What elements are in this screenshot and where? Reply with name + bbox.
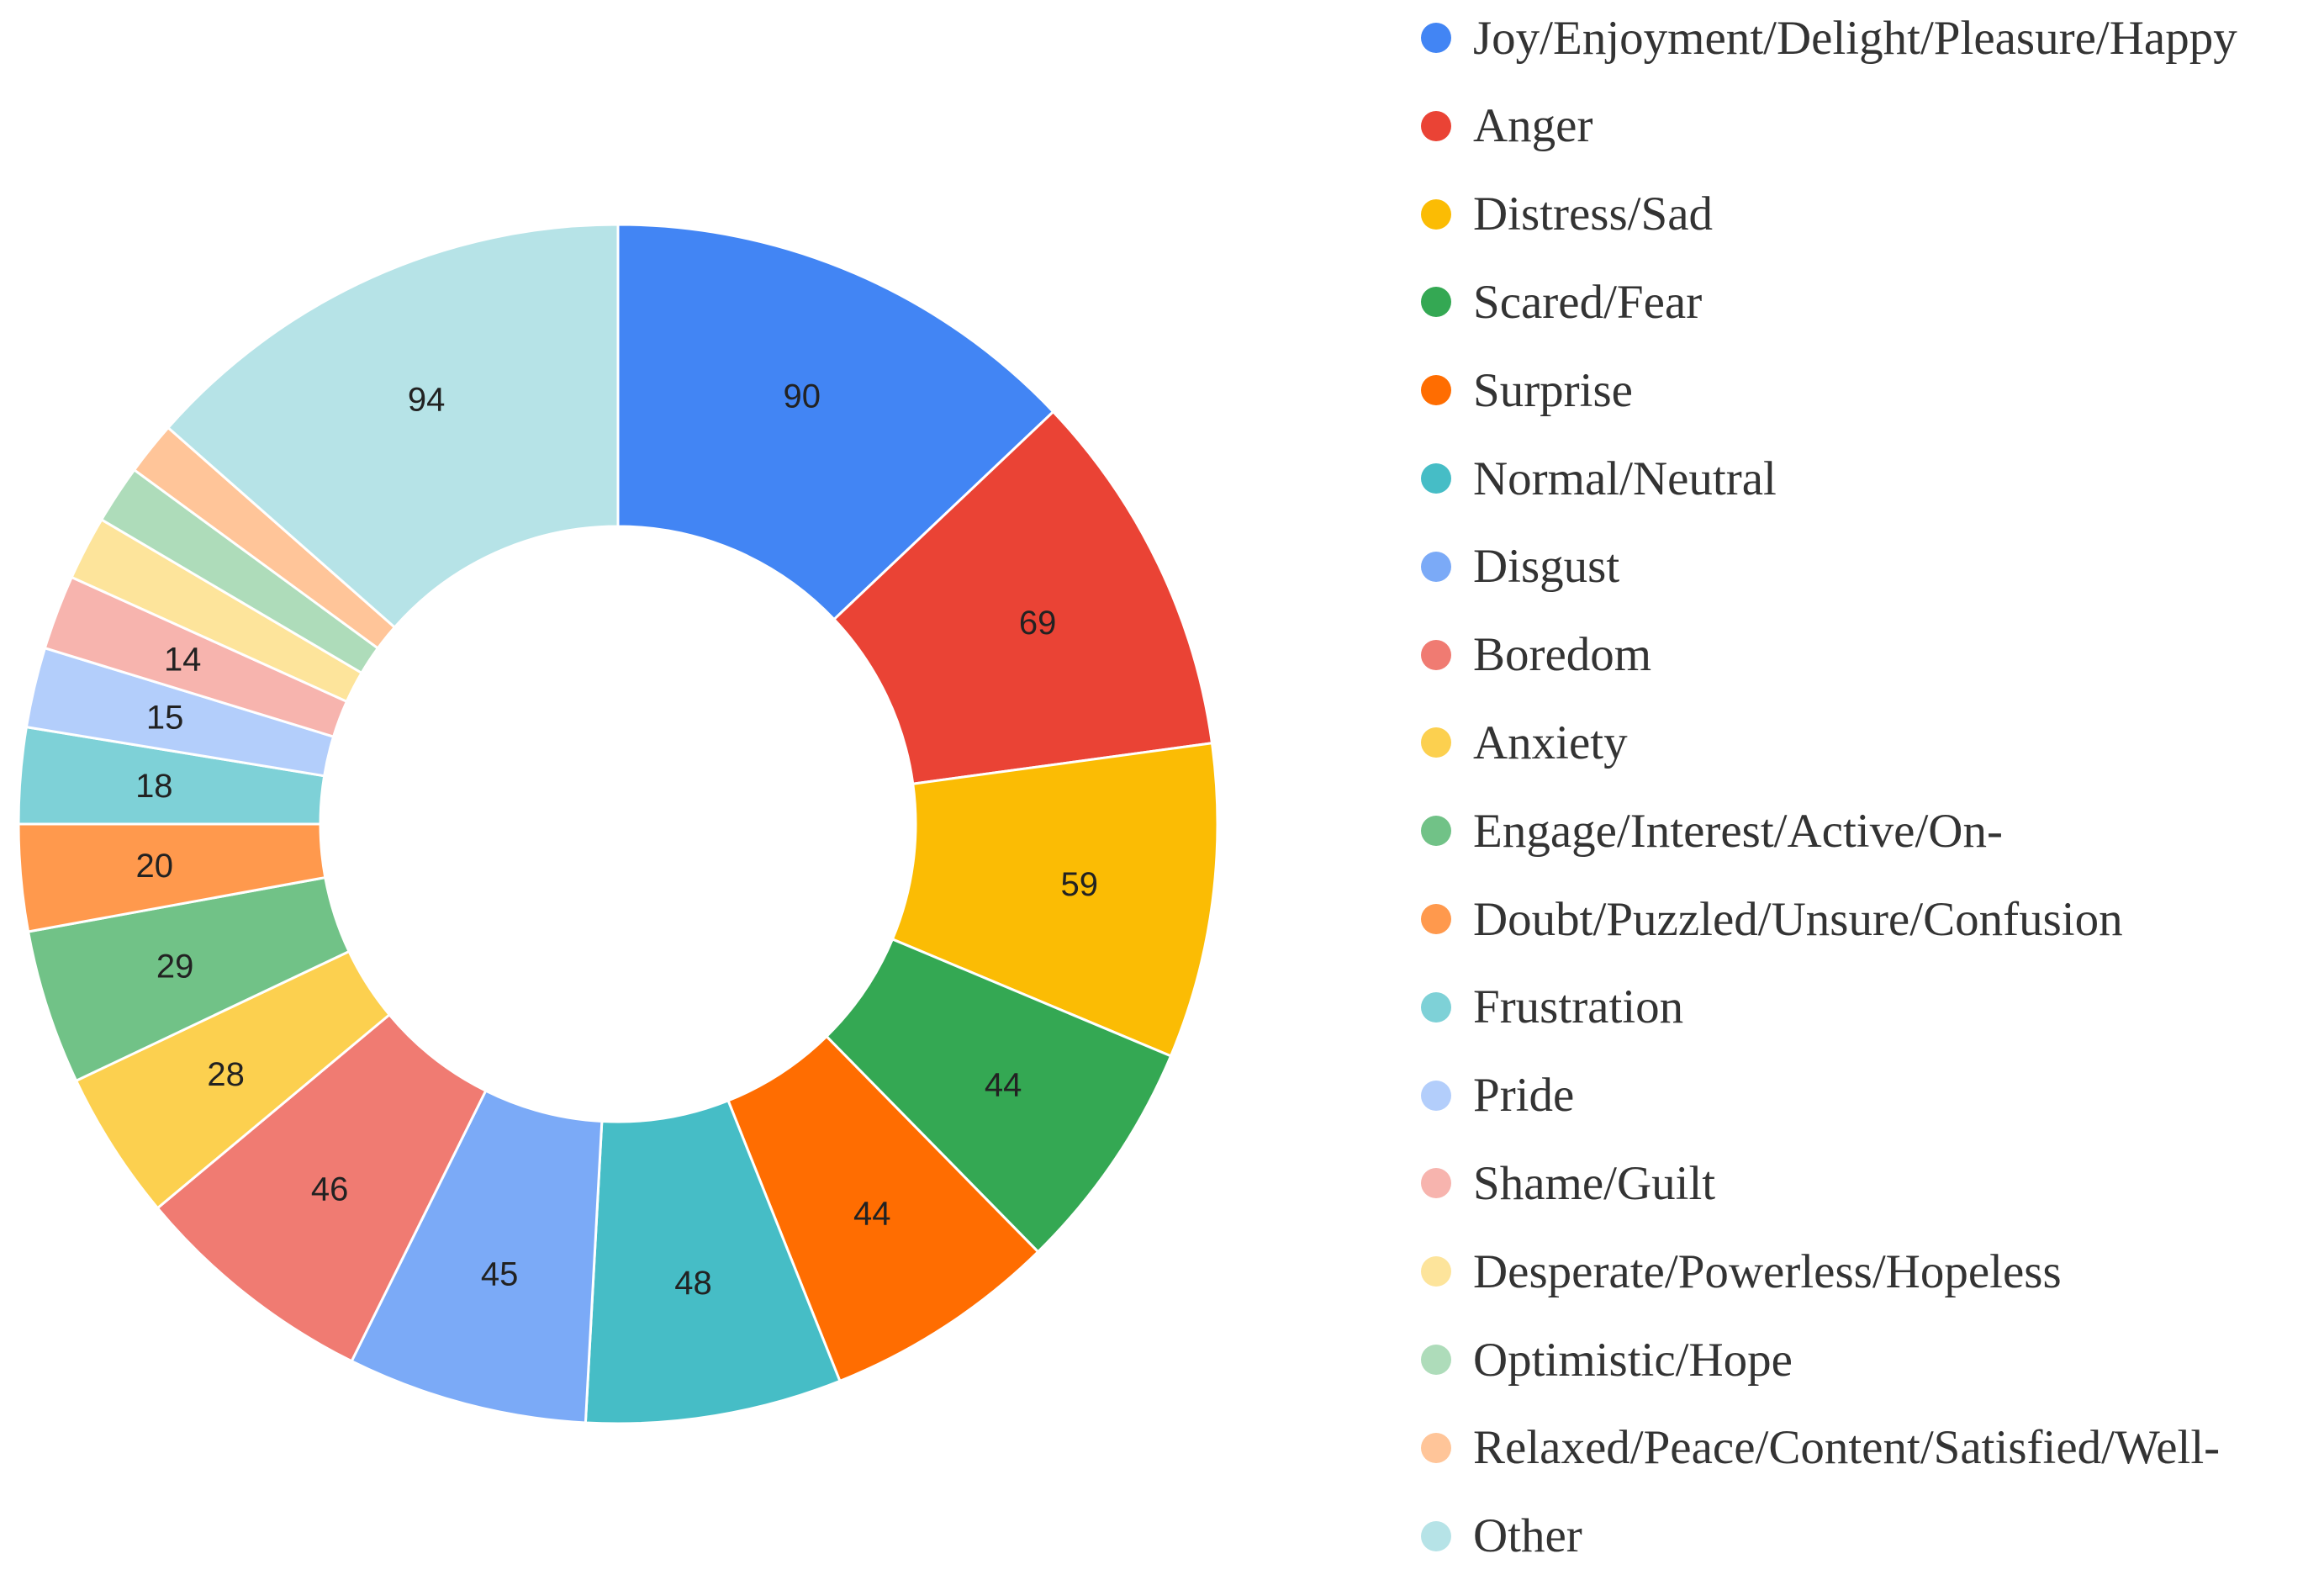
legend-item: Disgust (1421, 529, 1619, 605)
legend-label: Optimistic/Hope (1473, 1333, 1793, 1387)
legend-swatch-icon (1421, 727, 1451, 758)
legend-label: Distress/Sad (1473, 188, 1713, 241)
slice-value-label: 59 (1061, 866, 1099, 903)
slice-value-label: 44 (985, 1067, 1022, 1104)
legend-label: Pride (1473, 1069, 1575, 1123)
legend-swatch-icon (1421, 287, 1451, 318)
legend-label: Joy/Enjoyment/Delight/Pleasure/Happy (1473, 11, 2237, 65)
slice-other (166, 223, 620, 630)
legend-swatch-icon (1421, 463, 1451, 494)
legend-label: Shame/Guilt (1473, 1156, 1716, 1210)
legend-item: Other (1421, 1498, 1582, 1574)
legend-item: Optimistic/Hope (1421, 1322, 1793, 1398)
legend-item: Shame/Guilt (1421, 1145, 1715, 1221)
legend-label: Relaxed/Peace/Content/Satisfied/Well- (1473, 1421, 2221, 1475)
legend-swatch-icon (1421, 816, 1451, 847)
legend-swatch-icon (1421, 1432, 1451, 1463)
legend-swatch-icon (1421, 1168, 1451, 1199)
slice-value-label: 28 (207, 1056, 245, 1093)
legend-label: Other (1473, 1509, 1582, 1563)
legend-item: Distress/Sad (1421, 177, 1713, 252)
donut-chart: 90 69 59 44 44 48 45 46 28 29 20 18 15 14 94 (17, 223, 1219, 1425)
legend-item: Boredom (1421, 617, 1651, 693)
slice-value-label: 15 (146, 700, 184, 737)
slice-value-label: 94 (408, 382, 446, 419)
legend-swatch-icon (1421, 991, 1451, 1023)
legend-label: Normal/Neutral (1473, 452, 1777, 505)
legend-item: Surprise (1421, 352, 1633, 428)
legend-item: Normal/Neutral (1421, 441, 1777, 516)
legend-swatch-icon (1421, 198, 1451, 230)
legend-label: Anxiety (1473, 716, 1628, 769)
donut-labels: 90 69 59 44 44 48 45 46 28 29 20 18 15 14 94 (135, 378, 1098, 1303)
legend-item: Engage/Interest/Active/On- (1421, 793, 2003, 869)
legend-item: Scared/Fear (1421, 264, 1702, 340)
legend-item: Anxiety (1421, 705, 1628, 780)
slice-value-label: 45 (481, 1255, 519, 1292)
legend-label: Anger (1473, 99, 1593, 153)
legend-label: Engage/Interest/Active/On- (1473, 804, 2003, 858)
legend-item: Desperate/Powerless/Hopeless (1421, 1234, 2062, 1309)
legend-item: Joy/Enjoyment/Delight/Pleasure/Happy (1421, 0, 2237, 76)
legend-label: Frustration (1473, 980, 1684, 1034)
slice-value-label: 14 (164, 641, 202, 678)
legend-item: Anger (1421, 88, 1592, 164)
legend-label: Scared/Fear (1473, 275, 1703, 329)
slice-distress-sad (890, 742, 1219, 1058)
legend-label: Doubt/Puzzled/Unsure/Confusion (1473, 892, 2123, 946)
legend-item: Relaxed/Peace/Content/Satisfied/Well- (1421, 1410, 2220, 1486)
legend-swatch-icon (1421, 551, 1451, 582)
legend-swatch-icon (1421, 904, 1451, 934)
slice-value-label: 90 (783, 378, 821, 415)
slice-joy-enjoyment-delight-pleasure-happy (616, 223, 1055, 621)
slice-value-label: 18 (135, 768, 173, 805)
legend-item: Frustration (1421, 970, 1683, 1045)
slice-value-label: 69 (1019, 605, 1057, 642)
legend: Joy/Enjoyment/Delight/Pleasure/Happy Ange… (1421, 0, 2324, 1580)
legend-swatch-icon (1421, 1080, 1451, 1111)
legend-swatch-icon (1421, 1256, 1451, 1287)
legend-swatch-icon (1421, 110, 1451, 141)
legend-label: Disgust (1473, 540, 1620, 594)
slice-value-label: 44 (853, 1196, 891, 1233)
legend-item: Pride (1421, 1058, 1574, 1133)
legend-item: Doubt/Puzzled/Unsure/Confusion (1421, 881, 2123, 957)
slice-value-label: 48 (674, 1265, 712, 1302)
legend-swatch-icon (1421, 1520, 1451, 1551)
donut-slices (17, 223, 1219, 1425)
slice-anger (832, 410, 1214, 785)
legend-swatch-icon (1421, 23, 1451, 53)
legend-swatch-icon (1421, 639, 1451, 670)
legend-swatch-icon (1421, 375, 1451, 406)
slice-value-label: 20 (136, 848, 174, 885)
slice-value-label: 46 (311, 1171, 349, 1208)
legend-swatch-icon (1421, 1345, 1451, 1375)
slice-value-label: 29 (156, 949, 194, 986)
legend-label: Boredom (1473, 628, 1652, 682)
legend-label: Surprise (1473, 363, 1633, 417)
legend-label: Desperate/Powerless/Hopeless (1473, 1244, 2062, 1298)
